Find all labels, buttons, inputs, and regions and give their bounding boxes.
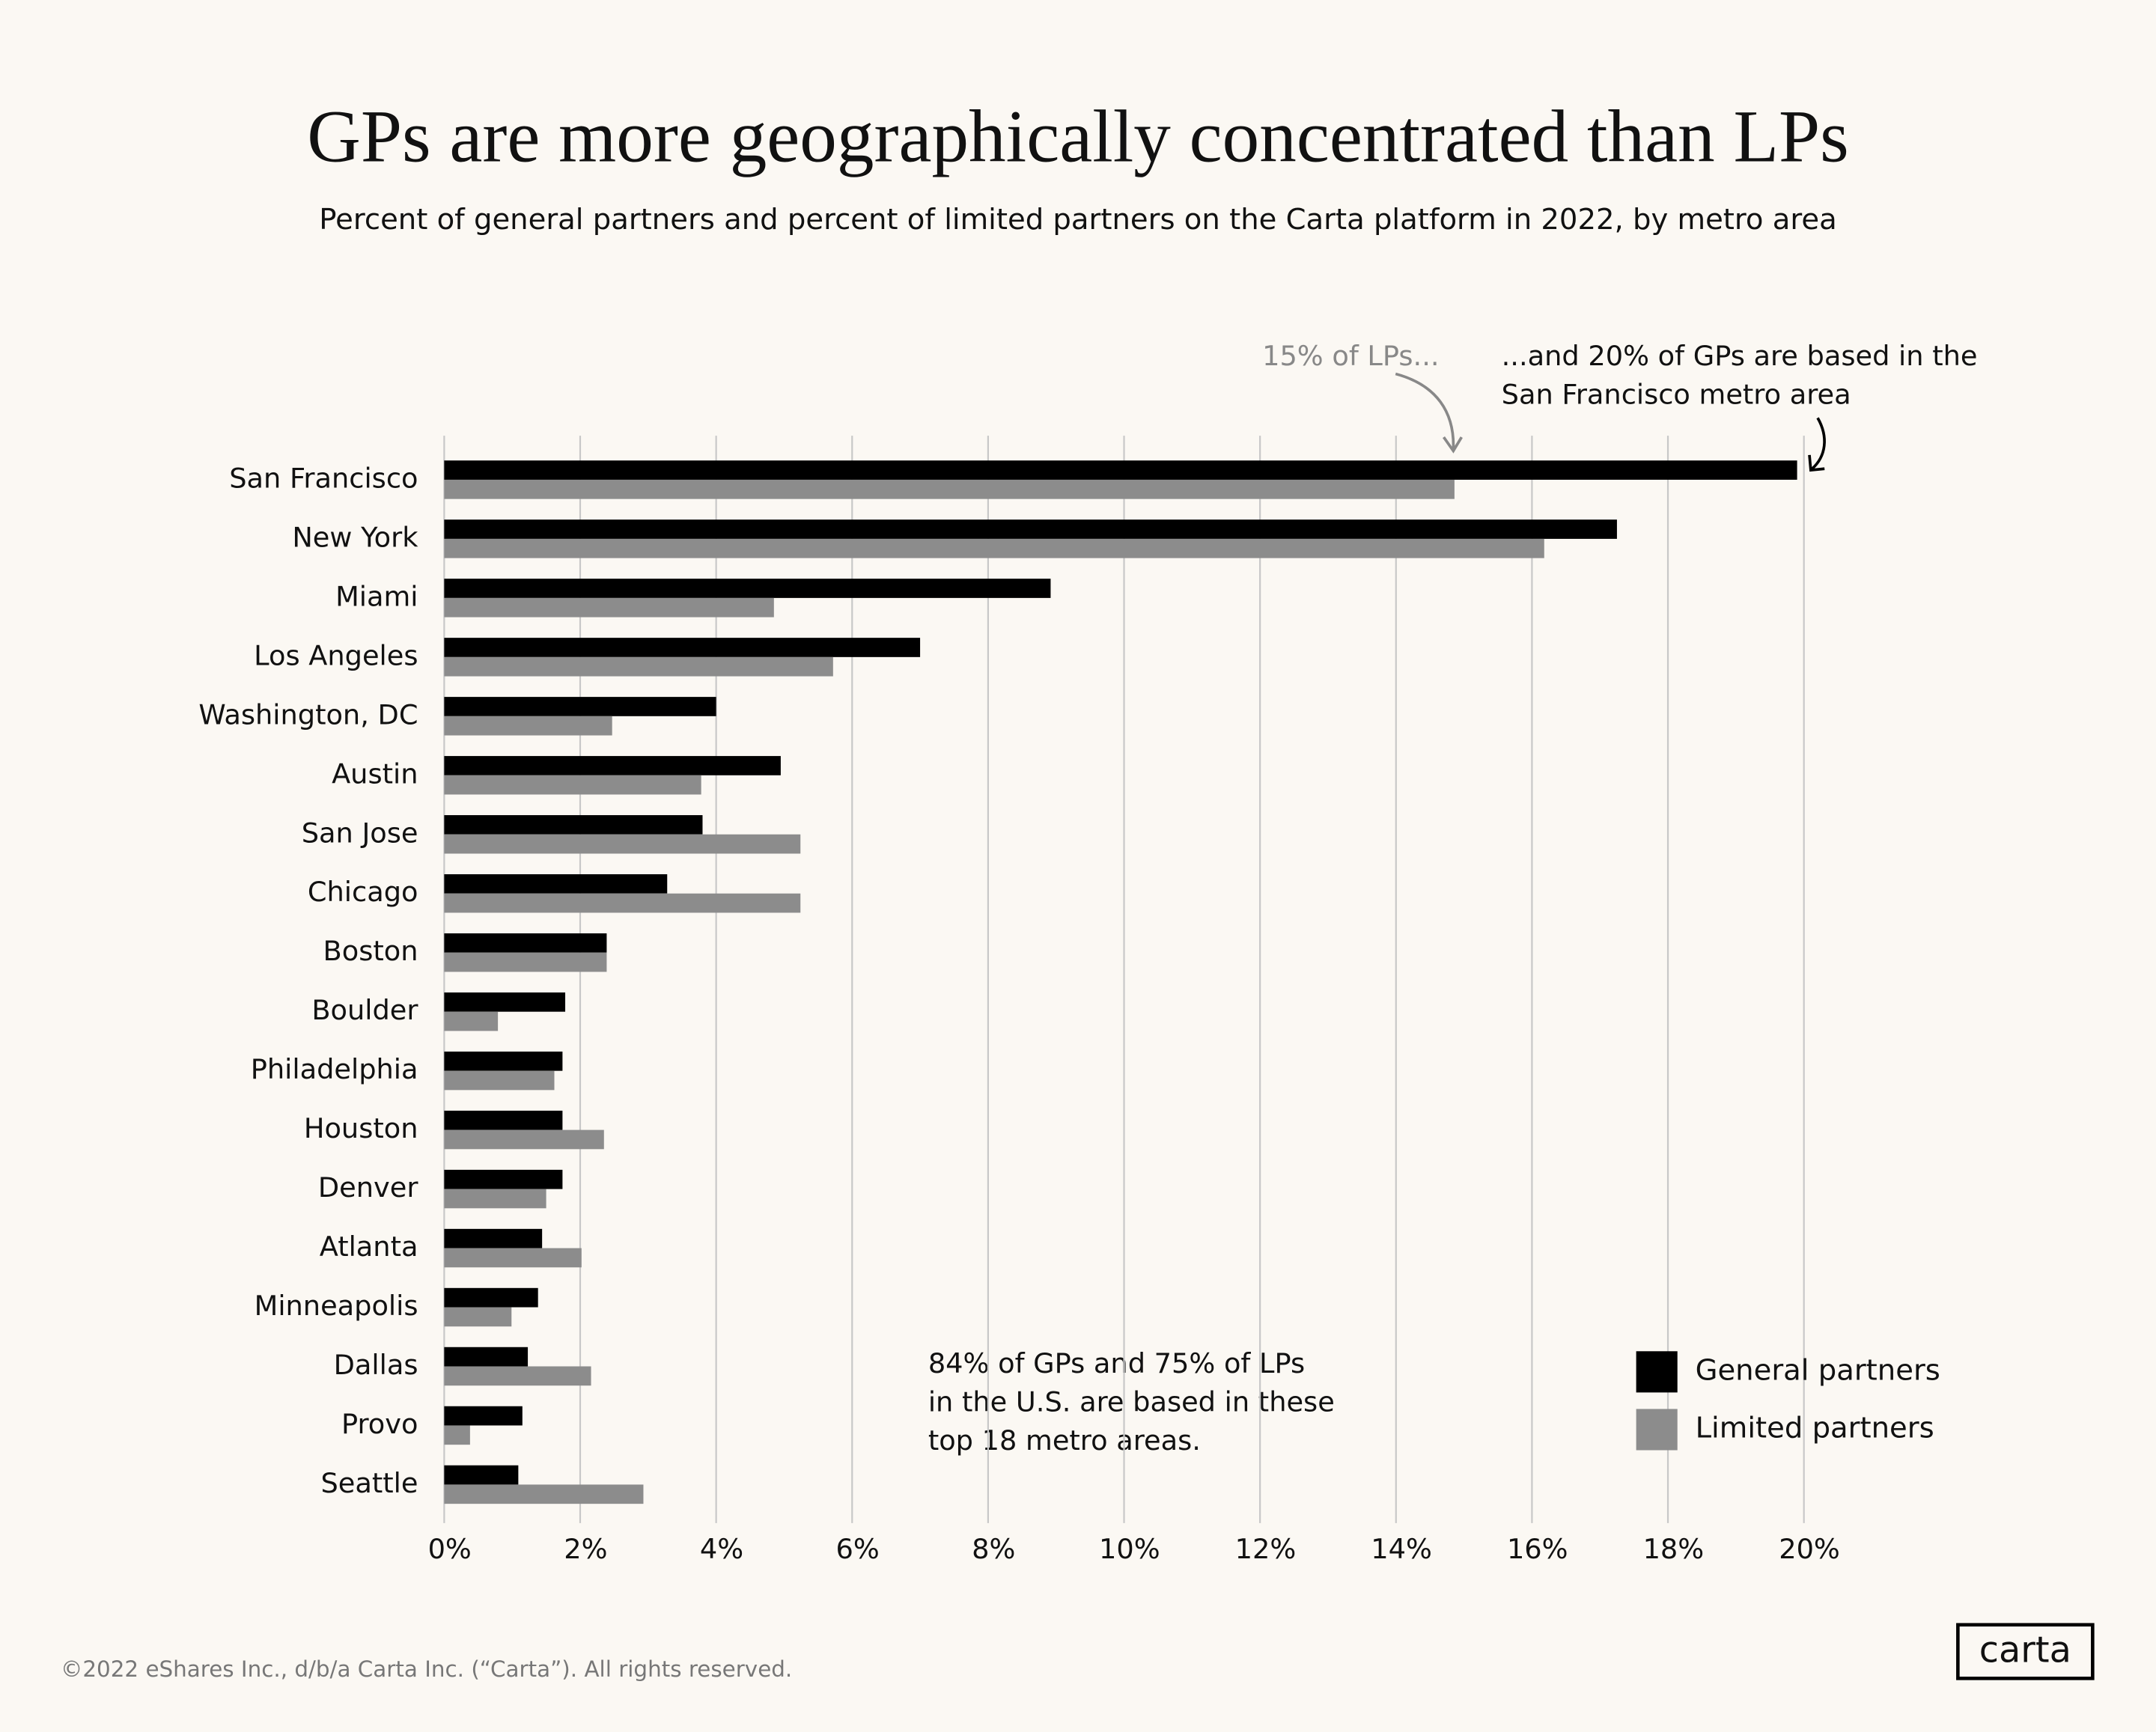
annotation: 15% of LPs... [1262, 340, 1439, 372]
y-tick-label: Minneapolis [255, 1290, 418, 1322]
y-tick-label: Philadelphia [251, 1053, 418, 1085]
chart-subtitle: Percent of general partners and percent … [319, 203, 1836, 237]
y-tick-label: Washington, DC [198, 698, 418, 731]
bar [444, 638, 921, 657]
bar [444, 952, 607, 972]
bar [444, 1307, 512, 1327]
annotation-arrow [1808, 417, 1826, 472]
y-tick-label: Los Angeles [254, 639, 418, 671]
y-tick-label: New York [292, 521, 418, 553]
y-tick-label: Chicago [308, 876, 418, 908]
bar [444, 1366, 591, 1386]
y-tick-label: Austin [332, 757, 418, 790]
bar [444, 716, 612, 736]
bar [444, 775, 701, 795]
annotation: top 18 metro areas. [928, 1424, 1201, 1457]
y-tick-label: Seattle [320, 1467, 418, 1499]
x-tick-label: 16% [1507, 1533, 1568, 1565]
annotation: San Francisco metro area [1502, 378, 1851, 410]
bar [444, 1228, 543, 1248]
chart-title: GPs are more geographically concentrated… [307, 97, 1849, 178]
bar [444, 933, 607, 953]
x-tick-label: 0% [428, 1533, 472, 1565]
bar [444, 756, 781, 775]
y-tick-label: Provo [341, 1408, 418, 1440]
x-tick-label: 10% [1099, 1533, 1160, 1565]
bar [444, 1347, 529, 1367]
bar [444, 1051, 563, 1071]
y-tick-label: Houston [304, 1112, 418, 1144]
bar [444, 1129, 604, 1150]
bar [444, 1070, 555, 1091]
bar [444, 579, 1051, 598]
bar [444, 1011, 499, 1031]
bar [444, 1484, 644, 1504]
annotation: 84% of GPs and 75% of LPs [928, 1347, 1305, 1379]
x-tick-label: 6% [835, 1533, 879, 1565]
annotation: ...and 20% of GPs are based in the [1502, 340, 1978, 372]
y-tick-label: Atlanta [320, 1231, 418, 1263]
legend-label: General partners [1696, 1353, 1940, 1387]
bar [444, 834, 801, 854]
bar [444, 697, 716, 716]
legend-swatch [1636, 1409, 1678, 1451]
bar [444, 538, 1544, 558]
y-tick-label: San Francisco [229, 462, 418, 494]
legend-label: Limited partners [1696, 1411, 1934, 1445]
logo: carta [1979, 1629, 2071, 1671]
bar [444, 992, 566, 1012]
y-tick-label: Miami [335, 580, 418, 612]
bar [444, 1406, 523, 1426]
bar [444, 1169, 563, 1189]
y-tick-label: Boston [323, 935, 418, 967]
bar [444, 597, 774, 618]
legend-swatch [1636, 1351, 1678, 1393]
copyright: ©2022 eShares Inc., d/b/a Carta Inc. (“C… [61, 1656, 792, 1682]
bar [444, 1465, 519, 1485]
y-tick-label: Dallas [334, 1349, 418, 1381]
bar [444, 1425, 470, 1445]
x-tick-label: 2% [564, 1533, 607, 1565]
y-tick-label: Denver [318, 1171, 418, 1204]
bar [444, 519, 1617, 539]
bar [444, 893, 801, 913]
x-tick-label: 4% [700, 1533, 743, 1565]
y-tick-label: Boulder [311, 994, 418, 1026]
annotation-arrow [1395, 372, 1463, 454]
y-tick-label: San Jose [302, 817, 418, 849]
bar [444, 1248, 582, 1268]
x-tick-label: 14% [1371, 1533, 1432, 1565]
annotation: in the U.S. are based in these [928, 1386, 1335, 1418]
x-tick-label: 12% [1235, 1533, 1297, 1565]
bar [444, 815, 703, 835]
bar [444, 1110, 563, 1130]
bar [444, 460, 1797, 480]
bar [444, 479, 1455, 499]
bar [444, 874, 668, 894]
bar [444, 1189, 546, 1209]
x-tick-label: 18% [1643, 1533, 1705, 1565]
bar [444, 1287, 538, 1308]
logo-box [1956, 1623, 2095, 1680]
bar [444, 656, 833, 677]
x-tick-label: 20% [1779, 1533, 1840, 1565]
x-tick-label: 8% [972, 1533, 1015, 1565]
